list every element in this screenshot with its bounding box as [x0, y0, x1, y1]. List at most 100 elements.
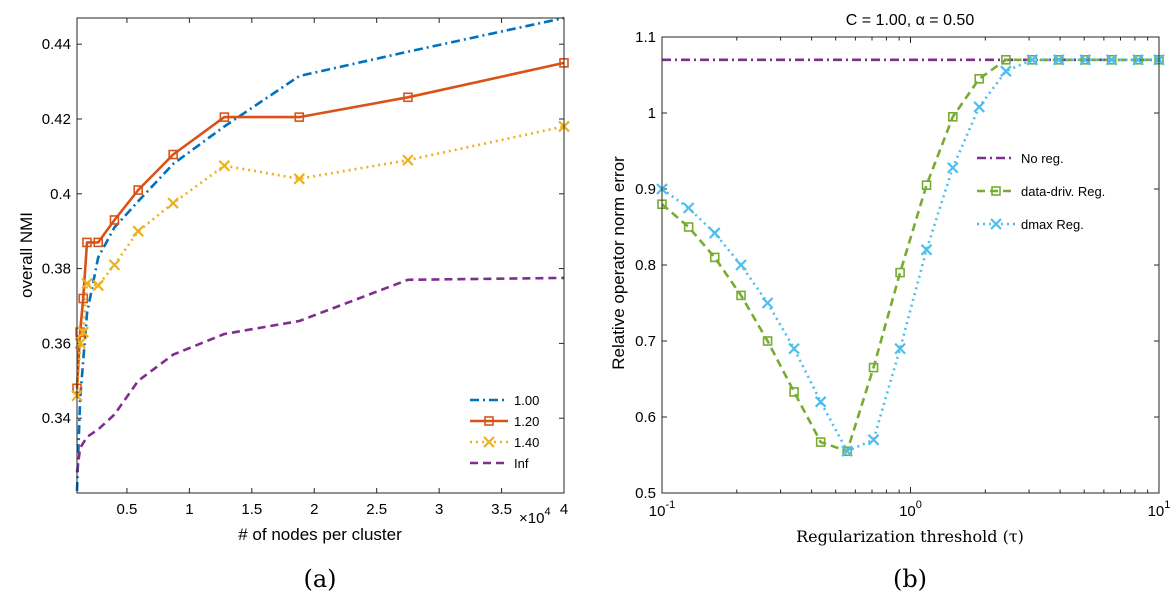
chart-a-series-group	[71, 16, 570, 492]
chart-a-xtick-label: 0.5	[117, 501, 138, 518]
chart-b-point-dmax-reg	[1026, 54, 1039, 66]
chart-b-point-dmax-reg	[814, 396, 827, 408]
chart-a-xtick-label: 3.5	[491, 501, 512, 518]
chart-a-point-1-20	[403, 92, 413, 103]
chart-b-point-data-driv-reg	[921, 180, 932, 190]
chart-a-series-line-1-00	[75, 16, 565, 492]
chart-b-point-dmax-reg	[1052, 54, 1065, 66]
chart-a-point-1-40	[108, 259, 121, 271]
chart-a-legend-label-inf: Inf	[514, 456, 529, 471]
chart-a-legend: 1.00 1.20 1.40 Inf	[470, 393, 539, 471]
chart-b-point-data-driv-reg	[974, 74, 985, 84]
chart-a-ticks	[77, 18, 565, 493]
chart-a-point-1-20	[294, 112, 305, 122]
chart-a-plot-area	[77, 18, 564, 493]
chart-a-xtick-label: 2.5	[366, 501, 387, 518]
chart-b-ytick-label: 1	[648, 105, 656, 122]
chart-b-legend-marker-data-driv-reg	[991, 186, 1001, 196]
chart-b-point-dmax-reg	[867, 434, 880, 446]
chart-b-point-data-driv-reg	[683, 222, 694, 232]
chart-a-legend-marker-1-40	[483, 436, 495, 448]
chart-a-point-1-40	[92, 279, 105, 292]
chart-b-title: C = 1.00, α = 0.50	[846, 12, 975, 29]
chart-a-point-1-20	[93, 237, 104, 248]
chart-b-ytick-label: 0.9	[635, 181, 656, 198]
chart-a-point-1-40	[132, 225, 144, 237]
chart-b-point-data-driv-reg	[1080, 54, 1091, 65]
chart-b-legend: No reg. data-driv. Reg. dmax Reg.	[977, 151, 1105, 232]
chart-b-ytick-label: 0.7	[635, 333, 656, 350]
chart-a-ytick-label: 0.36	[42, 335, 71, 352]
chart-a-frame	[76, 17, 565, 494]
chart-b-plot-area	[662, 37, 1159, 493]
chart-b-point-dmax-reg	[708, 227, 721, 239]
chart-a-xtick-label: 1.5	[241, 501, 262, 518]
chart-b-ylabel: Relative operator norm error	[609, 156, 628, 370]
chart-a-ytick-label: 0.44	[42, 36, 71, 53]
chart-b-xtick-label: 101	[1148, 499, 1171, 520]
chart-b-ytick-label: 0.6	[635, 409, 656, 426]
chart-a-point-1-40	[293, 173, 306, 185]
chart-a-ytick-label: 0.4	[50, 186, 71, 203]
chart-b-point-data-driv-reg	[895, 267, 905, 278]
chart-b-xtick-label: 10-1	[649, 499, 675, 520]
chart-a-xtick-label: 4	[560, 501, 568, 518]
chart-a-point-1-40	[81, 277, 93, 290]
chart-b-series-line-dmax-reg	[661, 58, 1159, 453]
chart-b-point-data-driv-reg	[709, 252, 720, 263]
chart-a-ytick-label: 0.38	[42, 261, 71, 278]
chart-b-legend-label-dmax-reg: dmax Reg.	[1021, 217, 1084, 232]
chart-b-point-dmax-reg	[973, 101, 985, 113]
chart-b-xtick-label: 100	[899, 499, 922, 520]
panel-label-b: (b)	[893, 565, 927, 593]
chart-b-point-dmax-reg	[1132, 54, 1144, 66]
chart-b-point-data-driv-reg	[1001, 54, 1011, 65]
chart-b-point-dmax-reg	[1000, 65, 1012, 77]
chart-a-point-1-20	[133, 185, 143, 195]
chart-b-point-dmax-reg	[788, 342, 800, 355]
chart-a-point-1-20	[168, 149, 178, 160]
chart-a-point-1-20	[82, 237, 92, 248]
chart-b-point-data-driv-reg	[842, 446, 852, 457]
chart-a-point-1-40	[402, 154, 414, 166]
chart-b-point-dmax-reg	[841, 445, 853, 457]
chart-b-point-data-driv-reg	[868, 362, 879, 373]
chart-b-point-data-driv-reg	[762, 336, 773, 346]
chart-b-point-dmax-reg	[1105, 54, 1118, 66]
chart-a-legend-label-1-20: 1.20	[514, 414, 539, 429]
chart-a-ytick-label: 0.34	[42, 410, 71, 427]
chart-a-legend-label-1-00: 1.00	[514, 393, 539, 408]
chart-b-frame	[661, 36, 1160, 494]
chart-b-point-dmax-reg	[682, 202, 695, 214]
chart-a-tick-labels: 0.34 0.36 0.38 0.4 0.42 0.44 0.5 1 1.5 2 2.5 3 3.5 4	[42, 36, 568, 518]
chart-a-legend-marker-1-20	[484, 416, 494, 426]
chart-b-point-dmax-reg	[947, 161, 959, 174]
chart-b-ytick-label: 0.8	[635, 257, 656, 274]
chart-a-xtick-label: 1	[185, 501, 193, 518]
chart-a-point-1-20	[219, 112, 230, 122]
chart-b-point-dmax-reg	[920, 244, 933, 256]
chart-a: 0.340.360.380.40.420.440.5 1 1.5 2 2.5 3 3.5 4 …	[17, 16, 570, 593]
chart-a-point-1-40	[218, 159, 231, 172]
chart-a-series-line-1-20	[75, 61, 565, 389]
chart-a-legend-label-1-40: 1.40	[514, 435, 539, 450]
chart-b-point-data-driv-reg	[815, 437, 826, 447]
chart-a-xlabel: # of nodes per cluster	[238, 525, 402, 544]
chart-b-point-dmax-reg	[761, 297, 774, 309]
chart-a-point-1-20	[109, 215, 120, 225]
chart-a-xtick-label: 2	[310, 501, 318, 518]
chart-a-ytick-label: 0.42	[42, 111, 71, 128]
chart-b-legend-label-data-driv-reg: data-driv. Reg.	[1021, 184, 1105, 199]
chart-b-ytick-label: 1.1	[635, 29, 656, 46]
chart-a-point-1-40	[167, 197, 179, 209]
chart-b-point-dmax-reg	[1079, 54, 1092, 66]
chart-a-x-multiplier: ×104	[519, 506, 551, 527]
chart-b-tick-labels: 0.5 0.6 0.7 0.8 0.9 1 1.1 10-1 100 101	[635, 29, 1170, 520]
chart-b-point-dmax-reg	[735, 259, 747, 271]
chart-b-point-data-driv-reg	[948, 112, 958, 122]
chart-a-series-line-inf	[75, 276, 565, 473]
panel-label-a: (a)	[303, 565, 336, 593]
chart-a-ylabel: overall NMI	[17, 212, 36, 298]
chart-b-point-data-driv-reg	[789, 387, 799, 397]
